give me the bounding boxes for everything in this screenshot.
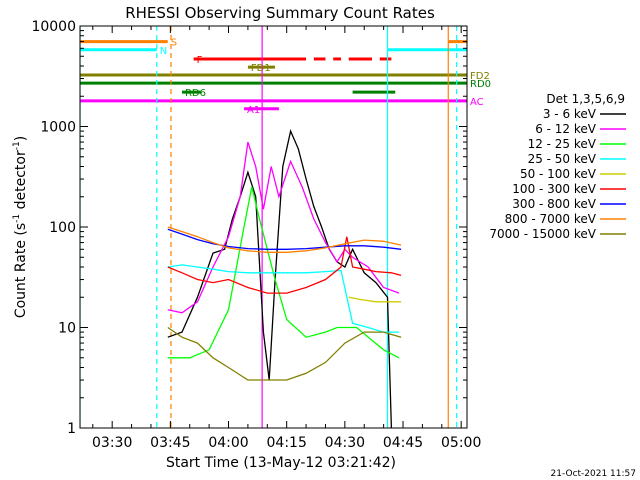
x-tick-label: 03:30 — [92, 435, 132, 451]
y-axis-label: Count Rate (s-1 detector-1) — [12, 136, 29, 318]
y-axis: 1 10 100 1000 10000 — [31, 19, 467, 437]
x-axis-label: Start Time (13-May-12 03:21:42) — [166, 455, 396, 471]
vertical-markers — [80, 26, 458, 428]
plot-area — [80, 26, 467, 428]
series-line — [167, 141, 400, 314]
flag-label-f: F — [197, 55, 203, 66]
y-tick-label: 100 — [49, 220, 76, 236]
legend-entry-label: 50 - 100 keV — [520, 167, 597, 181]
y-tick-label: 1 — [67, 421, 76, 437]
series-line — [167, 264, 400, 333]
flag-label-n: N — [160, 46, 167, 57]
x-axis: 03:30 03:45 04:00 04:15 04:30 04:45 05:00 — [92, 26, 481, 451]
series-line — [167, 228, 402, 250]
legend-entry-label: 3 - 6 keV — [543, 107, 597, 121]
timestamp: 21-Oct-2021 11:57 — [551, 469, 636, 479]
plot-frame — [79, 25, 468, 429]
legend-title: Det 1,3,5,6,9 — [546, 92, 625, 106]
legend-entry-label: 7000 - 15000 keV — [489, 227, 596, 241]
flag-label-s: S — [171, 38, 177, 49]
legend-entry-label: 12 - 25 keV — [528, 137, 597, 151]
x-tick-label: 04:00 — [208, 435, 248, 451]
y-tick-label: 10 — [58, 321, 76, 337]
x-tick-label: 03:45 — [150, 435, 190, 451]
series-line — [167, 236, 402, 294]
x-tick-label: 04:30 — [325, 435, 365, 451]
series-line — [167, 129, 393, 428]
chart-title: RHESSI Observing Summary Count Rates — [125, 4, 435, 22]
flag-label-rd6: RD6 — [185, 88, 206, 99]
legend-entry-label: 300 - 800 keV — [512, 197, 596, 211]
y-tick-label: 1000 — [40, 120, 76, 136]
flag-label-fd2: FD2 — [470, 71, 490, 82]
series-line — [167, 326, 402, 381]
x-tick-label: 04:15 — [267, 435, 307, 451]
series-line — [167, 186, 400, 359]
flag-label-ac: AC — [470, 97, 484, 108]
flag-label-rd0: RD0 — [470, 79, 491, 90]
flag-label-a1: A1 — [247, 105, 260, 116]
legend-entry-label: 800 - 7000 keV — [505, 212, 597, 226]
legend-entry-label: 6 - 12 keV — [535, 122, 597, 136]
series-line — [167, 226, 402, 253]
flag-bars — [80, 40, 467, 111]
legend-entry-label: 25 - 50 keV — [528, 152, 597, 166]
series-lines — [167, 129, 402, 428]
x-tick-label: 04:45 — [383, 435, 423, 451]
x-tick-label: 05:00 — [441, 435, 481, 451]
y-tick-label: 10000 — [31, 19, 76, 35]
flag-label-fd1: FD1 — [251, 63, 271, 74]
legend-entry-label: 100 - 300 keV — [512, 182, 596, 196]
series-line — [348, 296, 402, 303]
